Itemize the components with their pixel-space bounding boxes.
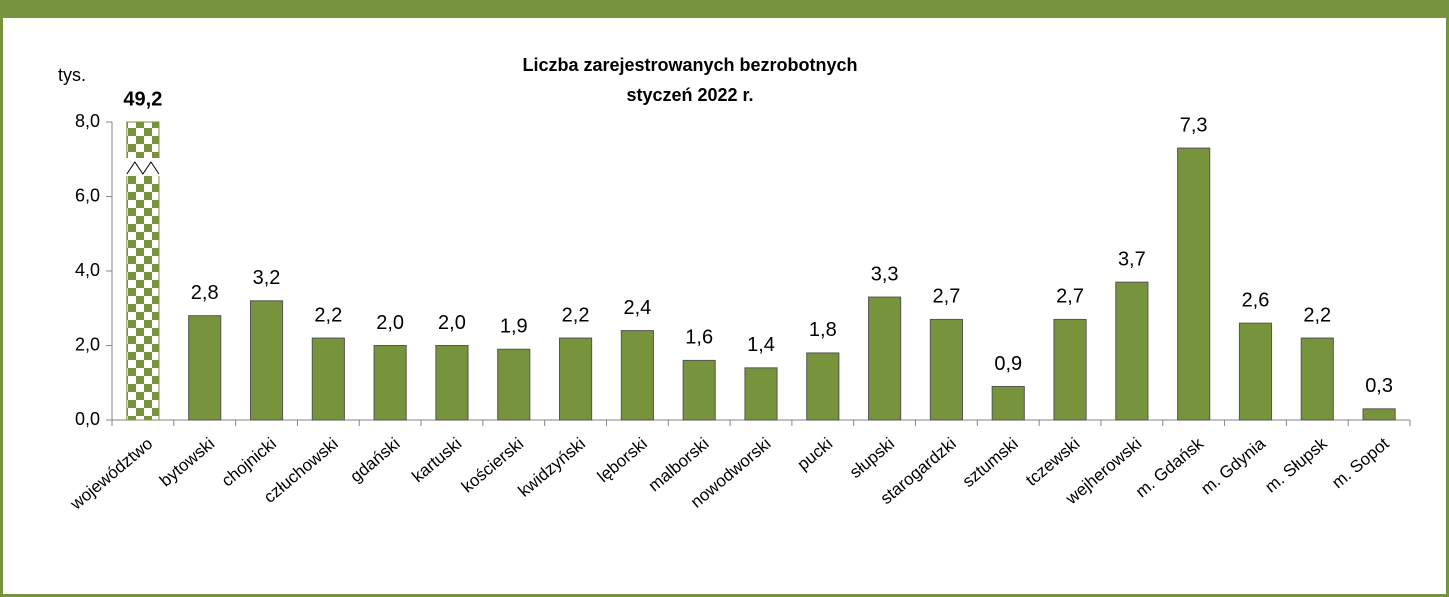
y-tick-label: 2,0 [75, 334, 100, 354]
value-label: 1,8 [809, 319, 837, 341]
y-tick-label: 0,0 [75, 409, 100, 429]
bar [373, 345, 407, 421]
bar [682, 359, 716, 421]
bar [497, 348, 531, 421]
value-label: 2,4 [623, 297, 651, 319]
y-axis-label: tys. [58, 65, 86, 85]
bar [1300, 337, 1334, 421]
bar [311, 337, 345, 421]
chart-subtitle: styczeń 2022 r. [626, 85, 753, 105]
top-bar [0, 0, 1449, 18]
value-label: 2,8 [191, 282, 219, 304]
value-label: 3,7 [1118, 248, 1146, 270]
y-tick-label: 4,0 [75, 260, 100, 280]
bar [929, 318, 963, 421]
value-label: 1,4 [747, 334, 775, 356]
value-label: 0,3 [1365, 375, 1393, 397]
bar [991, 385, 1025, 421]
value-label: 2,7 [1056, 286, 1084, 308]
axis-break-mark [126, 161, 160, 175]
value-label: 2,2 [562, 304, 590, 326]
bar [1362, 408, 1396, 421]
value-label: 3,3 [871, 263, 899, 285]
value-label: 2,2 [314, 304, 342, 326]
value-label: 1,6 [685, 327, 713, 349]
bar [1177, 147, 1211, 421]
bar [744, 367, 778, 421]
value-label: 3,2 [253, 267, 281, 289]
value-label: 2,0 [438, 312, 466, 334]
bar [188, 315, 222, 421]
bar [1238, 322, 1273, 421]
value-label: 7,3 [1180, 114, 1208, 136]
bar [435, 345, 469, 421]
bar [806, 352, 840, 421]
value-label: 2,7 [933, 286, 961, 308]
value-label: 0,9 [994, 353, 1022, 375]
value-label: 49,2 [123, 88, 162, 110]
bar [868, 296, 902, 421]
y-tick-label: 8,0 [75, 111, 100, 131]
bar [559, 337, 593, 421]
value-label: 2,6 [1242, 289, 1270, 311]
bar [1053, 318, 1087, 421]
value-label: 2,0 [376, 312, 404, 334]
value-label: 2,2 [1303, 304, 1331, 326]
bar [249, 300, 284, 421]
chart-title: Liczba zarejestrowanych bezrobotnych [522, 55, 857, 75]
y-tick-label: 6,0 [75, 185, 100, 205]
value-label: 1,9 [500, 316, 528, 338]
bar [620, 330, 654, 421]
bar [1115, 281, 1149, 421]
